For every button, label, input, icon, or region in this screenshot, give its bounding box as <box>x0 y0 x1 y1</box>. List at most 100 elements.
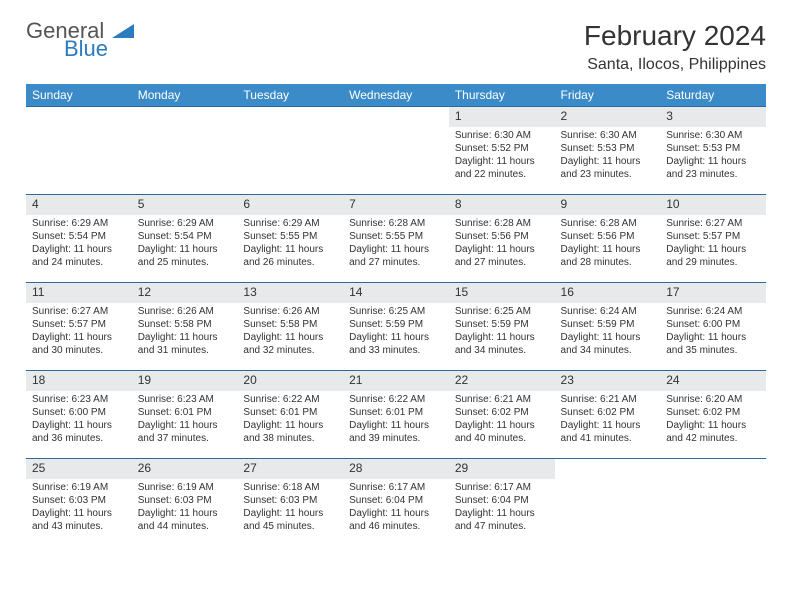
day-number: 25 <box>26 458 132 479</box>
day-number: 29 <box>449 458 555 479</box>
calendar-cell: 9Sunrise: 6:28 AMSunset: 5:56 PMDaylight… <box>555 194 661 282</box>
daylight-text: Daylight: 11 hours and 28 minutes. <box>561 243 655 269</box>
sunrise-text: Sunrise: 6:26 AM <box>138 305 232 318</box>
calendar-table: Sunday Monday Tuesday Wednesday Thursday… <box>26 84 766 546</box>
sunrise-text: Sunrise: 6:24 AM <box>561 305 655 318</box>
daylight-text: Daylight: 11 hours and 27 minutes. <box>349 243 443 269</box>
sunset-text: Sunset: 5:59 PM <box>455 318 549 331</box>
sunset-text: Sunset: 6:02 PM <box>561 406 655 419</box>
weekday-header: Monday <box>132 84 238 106</box>
daylight-text: Daylight: 11 hours and 36 minutes. <box>32 419 126 445</box>
daylight-text: Daylight: 11 hours and 46 minutes. <box>349 507 443 533</box>
sunrise-text: Sunrise: 6:28 AM <box>561 217 655 230</box>
day-number <box>343 106 449 124</box>
sunset-text: Sunset: 5:53 PM <box>561 142 655 155</box>
calendar-cell: 17Sunrise: 6:24 AMSunset: 6:00 PMDayligh… <box>660 282 766 370</box>
day-body: Sunrise: 6:27 AMSunset: 5:57 PMDaylight:… <box>660 215 766 273</box>
day-body: Sunrise: 6:30 AMSunset: 5:53 PMDaylight:… <box>555 127 661 185</box>
sunrise-text: Sunrise: 6:29 AM <box>32 217 126 230</box>
day-body: Sunrise: 6:27 AMSunset: 5:57 PMDaylight:… <box>26 303 132 361</box>
calendar-row: 11Sunrise: 6:27 AMSunset: 5:57 PMDayligh… <box>26 282 766 370</box>
daylight-text: Daylight: 11 hours and 22 minutes. <box>455 155 549 181</box>
day-number <box>555 458 661 476</box>
day-number: 11 <box>26 282 132 303</box>
day-number: 16 <box>555 282 661 303</box>
daylight-text: Daylight: 11 hours and 35 minutes. <box>666 331 760 357</box>
day-body: Sunrise: 6:28 AMSunset: 5:56 PMDaylight:… <box>555 215 661 273</box>
weekday-header: Sunday <box>26 84 132 106</box>
title-block: February 2024 Santa, Ilocos, Philippines <box>584 20 766 74</box>
calendar-cell: 24Sunrise: 6:20 AMSunset: 6:02 PMDayligh… <box>660 370 766 458</box>
sunrise-text: Sunrise: 6:25 AM <box>455 305 549 318</box>
day-body: Sunrise: 6:17 AMSunset: 6:04 PMDaylight:… <box>343 479 449 537</box>
daylight-text: Daylight: 11 hours and 41 minutes. <box>561 419 655 445</box>
calendar-cell: 11Sunrise: 6:27 AMSunset: 5:57 PMDayligh… <box>26 282 132 370</box>
sunrise-text: Sunrise: 6:19 AM <box>138 481 232 494</box>
calendar-cell: 27Sunrise: 6:18 AMSunset: 6:03 PMDayligh… <box>237 458 343 546</box>
day-body: Sunrise: 6:17 AMSunset: 6:04 PMDaylight:… <box>449 479 555 537</box>
logo-text-2: Blue <box>64 38 134 60</box>
month-title: February 2024 <box>584 20 766 52</box>
sunset-text: Sunset: 6:01 PM <box>349 406 443 419</box>
daylight-text: Daylight: 11 hours and 38 minutes. <box>243 419 337 445</box>
day-body: Sunrise: 6:28 AMSunset: 5:55 PMDaylight:… <box>343 215 449 273</box>
calendar-cell: 1Sunrise: 6:30 AMSunset: 5:52 PMDaylight… <box>449 106 555 194</box>
daylight-text: Daylight: 11 hours and 27 minutes. <box>455 243 549 269</box>
daylight-text: Daylight: 11 hours and 45 minutes. <box>243 507 337 533</box>
sunrise-text: Sunrise: 6:28 AM <box>455 217 549 230</box>
sunrise-text: Sunrise: 6:21 AM <box>455 393 549 406</box>
calendar-cell: 20Sunrise: 6:22 AMSunset: 6:01 PMDayligh… <box>237 370 343 458</box>
daylight-text: Daylight: 11 hours and 31 minutes. <box>138 331 232 357</box>
day-body: Sunrise: 6:24 AMSunset: 6:00 PMDaylight:… <box>660 303 766 361</box>
header: General Blue February 2024 Santa, Ilocos… <box>26 20 766 74</box>
sunrise-text: Sunrise: 6:29 AM <box>243 217 337 230</box>
daylight-text: Daylight: 11 hours and 26 minutes. <box>243 243 337 269</box>
calendar-cell: 3Sunrise: 6:30 AMSunset: 5:53 PMDaylight… <box>660 106 766 194</box>
logo: General Blue <box>26 20 134 60</box>
sunrise-text: Sunrise: 6:27 AM <box>666 217 760 230</box>
calendar-row: 4Sunrise: 6:29 AMSunset: 5:54 PMDaylight… <box>26 194 766 282</box>
sunrise-text: Sunrise: 6:22 AM <box>349 393 443 406</box>
day-body <box>343 124 449 184</box>
sunrise-text: Sunrise: 6:28 AM <box>349 217 443 230</box>
sunset-text: Sunset: 5:55 PM <box>243 230 337 243</box>
sunrise-text: Sunrise: 6:30 AM <box>666 129 760 142</box>
day-number: 21 <box>343 370 449 391</box>
day-body <box>237 124 343 184</box>
sunrise-text: Sunrise: 6:30 AM <box>455 129 549 142</box>
sunset-text: Sunset: 5:59 PM <box>561 318 655 331</box>
daylight-text: Daylight: 11 hours and 32 minutes. <box>243 331 337 357</box>
calendar-cell: 14Sunrise: 6:25 AMSunset: 5:59 PMDayligh… <box>343 282 449 370</box>
day-number: 24 <box>660 370 766 391</box>
daylight-text: Daylight: 11 hours and 42 minutes. <box>666 419 760 445</box>
sunrise-text: Sunrise: 6:23 AM <box>32 393 126 406</box>
sunrise-text: Sunrise: 6:17 AM <box>455 481 549 494</box>
day-number: 27 <box>237 458 343 479</box>
calendar-cell: 28Sunrise: 6:17 AMSunset: 6:04 PMDayligh… <box>343 458 449 546</box>
sunset-text: Sunset: 5:54 PM <box>138 230 232 243</box>
day-body: Sunrise: 6:30 AMSunset: 5:52 PMDaylight:… <box>449 127 555 185</box>
day-number: 3 <box>660 106 766 127</box>
weekday-header: Friday <box>555 84 661 106</box>
calendar-cell: 13Sunrise: 6:26 AMSunset: 5:58 PMDayligh… <box>237 282 343 370</box>
day-body: Sunrise: 6:29 AMSunset: 5:54 PMDaylight:… <box>26 215 132 273</box>
day-number <box>26 106 132 124</box>
day-number: 12 <box>132 282 238 303</box>
sunrise-text: Sunrise: 6:23 AM <box>138 393 232 406</box>
day-number: 17 <box>660 282 766 303</box>
day-number: 20 <box>237 370 343 391</box>
sunset-text: Sunset: 6:00 PM <box>32 406 126 419</box>
sunset-text: Sunset: 5:52 PM <box>455 142 549 155</box>
day-body: Sunrise: 6:26 AMSunset: 5:58 PMDaylight:… <box>237 303 343 361</box>
day-body: Sunrise: 6:26 AMSunset: 5:58 PMDaylight:… <box>132 303 238 361</box>
day-number: 14 <box>343 282 449 303</box>
daylight-text: Daylight: 11 hours and 23 minutes. <box>561 155 655 181</box>
calendar-cell: 26Sunrise: 6:19 AMSunset: 6:03 PMDayligh… <box>132 458 238 546</box>
day-number: 8 <box>449 194 555 215</box>
sunrise-text: Sunrise: 6:26 AM <box>243 305 337 318</box>
day-body: Sunrise: 6:29 AMSunset: 5:55 PMDaylight:… <box>237 215 343 273</box>
sunrise-text: Sunrise: 6:25 AM <box>349 305 443 318</box>
sunrise-text: Sunrise: 6:30 AM <box>561 129 655 142</box>
day-number: 4 <box>26 194 132 215</box>
calendar-cell: 25Sunrise: 6:19 AMSunset: 6:03 PMDayligh… <box>26 458 132 546</box>
